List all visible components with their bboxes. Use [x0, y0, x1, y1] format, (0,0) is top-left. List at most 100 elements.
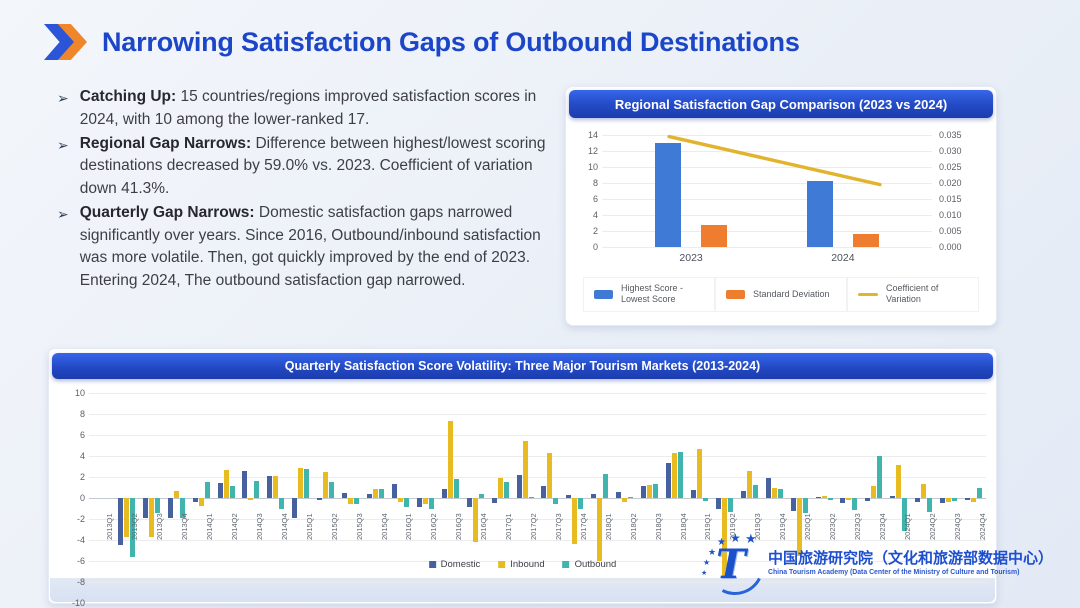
bar-domestic: [641, 486, 647, 498]
x-axis-tick-label: 2016Q4: [479, 513, 489, 540]
secondary-axis-tick-label: 0.005: [939, 226, 962, 236]
bar-domestic: [591, 493, 597, 498]
gridline: [602, 199, 932, 200]
bar-outbound: [578, 498, 584, 509]
bullet-arrow-icon: ➢: [57, 205, 69, 222]
bar-domestic: [416, 498, 422, 508]
x-axis-tick-label: 2015Q1: [304, 513, 314, 540]
bar-inbound: [522, 441, 528, 498]
bar-outbound: [678, 451, 684, 498]
legend-item-domestic: Domestic: [428, 559, 481, 570]
gridline: [89, 540, 986, 541]
bar-outbound: [727, 498, 733, 512]
y-axis-tick-label: 14: [587, 130, 598, 140]
logo-english-name: China Tourism Academy (Data Center of th…: [768, 568, 1020, 576]
bar-domestic: [566, 494, 572, 498]
legend-label: Outbound: [574, 559, 617, 570]
bar-outbound: [902, 498, 908, 531]
gridline: [602, 135, 932, 136]
gridline: [89, 582, 986, 583]
secondary-axis-tick-label: 0.025: [939, 162, 962, 172]
x-axis-tick-label: 2016Q3: [454, 513, 464, 540]
y-axis-tick-label: 6: [592, 194, 598, 204]
legend-item-inbound: Inbound: [498, 559, 545, 570]
bar-inbound: [223, 469, 229, 498]
bar-outbound: [204, 482, 210, 498]
x-axis-tick-label: 2017Q1: [504, 513, 514, 540]
bar-domestic: [690, 489, 696, 498]
star-icon: ★: [717, 537, 726, 548]
bar-outbound: [977, 487, 983, 498]
bar-outbound: [478, 493, 484, 498]
secondary-axis-tick-label: 0.035: [939, 130, 962, 140]
x-axis-tick-label: 2014Q4: [279, 513, 289, 540]
bullet-lead: Regional Gap Narrows:: [79, 134, 252, 152]
bar-domestic: [940, 498, 946, 504]
x-axis-tick-label: 2013Q2: [130, 513, 140, 540]
x-axis-tick-label: 2018Q4: [678, 513, 688, 540]
x-axis-tick-label: 2018Q3: [653, 513, 663, 540]
bar-inbound: [397, 498, 403, 503]
regional-chart-title-banner: Regional Satisfaction Gap Comparison (20…: [569, 90, 993, 118]
gridline: [89, 414, 986, 415]
bar-outbound: [952, 498, 958, 502]
bar-domestic: [790, 498, 796, 511]
bar-outbound: [528, 496, 534, 498]
bar-outbound: [752, 485, 758, 498]
x-axis-tick-label: 2016Q1: [404, 513, 414, 540]
legend-swatch: [858, 292, 878, 296]
x-axis-tick-label: 2017Q2: [529, 513, 539, 540]
y-axis-tick-label: -10: [71, 598, 85, 608]
bar-inbound: [796, 498, 802, 556]
gridline: [602, 231, 932, 232]
bullet-lead: Catching Up:: [79, 88, 177, 105]
bullet-text: Catching Up: 15 countries/regions improv…: [79, 88, 537, 128]
bar-inbound: [771, 487, 777, 498]
x-axis-tick-label: 2015Q2: [329, 513, 339, 540]
bar-outbound: [179, 498, 185, 518]
y-axis-tick-label: 10: [74, 388, 85, 398]
bar-outbound: [254, 481, 260, 498]
bar-domestic: [167, 498, 173, 518]
y-axis-tick-label: 8: [592, 178, 598, 188]
y-axis-tick-label: 6: [79, 430, 85, 440]
legend-item-coefficient-of-variation: Coefficient of Variation: [847, 277, 979, 312]
bar-inbound: [597, 498, 603, 561]
bar-domestic: [840, 498, 846, 504]
bullet-arrow-icon: ➢: [57, 136, 69, 153]
secondary-axis-tick-label: 0.015: [939, 194, 962, 204]
bar-inbound: [447, 421, 453, 498]
x-axis-tick-label: 2013Q3: [155, 513, 165, 540]
legend-swatch: [498, 561, 506, 568]
star-icon: ★: [730, 531, 741, 545]
star-icon: ★: [708, 547, 717, 557]
bar-inbound: [871, 486, 877, 498]
bar-domestic: [217, 483, 223, 498]
legend-label: Domestic: [440, 559, 481, 570]
china-tourism-academy-logo: ★ ★ ★ ★ ★ ★ T 中国旅游研究院（文化和旅游部数据中心） China …: [698, 529, 1053, 603]
x-axis-tick-label: 2014Q2: [230, 513, 240, 540]
bar-outbound: [802, 498, 808, 513]
gridline: [89, 477, 986, 478]
bar-inbound: [173, 490, 179, 498]
page-title: Narrowing Satisfaction Gaps of Outbound …: [102, 26, 800, 57]
bar-outbound: [877, 456, 883, 498]
bar-standard-deviation: [701, 224, 728, 247]
bar-inbound: [323, 471, 329, 498]
secondary-axis-tick-label: 0.000: [939, 242, 962, 252]
quarterly-volatility-chart: 10 8 6 4 2 0 -2 -4 -6 -8 -10 2013Q1 2013Q2 2013Q3 2013…: [49, 381, 996, 608]
x-axis-tick-label: 2015Q4: [379, 513, 389, 540]
bullet-text: Regional Gap Narrows: Difference between…: [79, 134, 546, 198]
secondary-axis-tick-label: 0.030: [939, 146, 962, 156]
bar-inbound: [572, 498, 578, 545]
legend-label: Standard Deviation: [753, 288, 830, 299]
bar-domestic: [441, 488, 447, 498]
bullet-lead: Quarterly Gap Narrows:: [79, 203, 255, 221]
bar-domestic: [890, 495, 896, 498]
bullet-item: ➢ Regional Gap Narrows: Difference betwee…: [57, 133, 557, 201]
bar-inbound: [672, 452, 678, 498]
regional-gap-chart: 14 0.035 12 0.030 10 0.025 8 0.020 6 0.015 4 0.010 2…: [566, 121, 996, 321]
gridline: [602, 247, 932, 248]
bar-outbound: [304, 468, 310, 498]
bar-domestic: [965, 498, 971, 501]
